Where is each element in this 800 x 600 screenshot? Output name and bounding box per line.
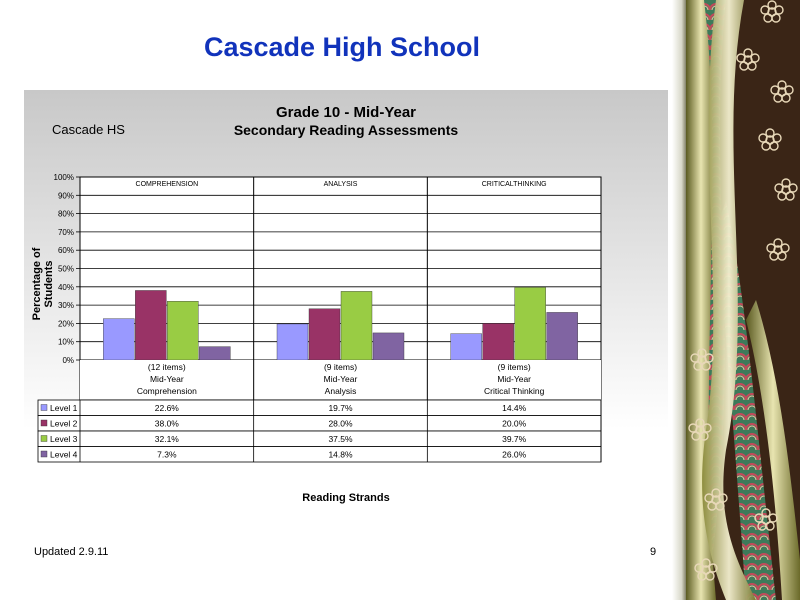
bar bbox=[276, 323, 309, 361]
data-label: 32.1% bbox=[155, 434, 180, 444]
y-tick-label: 30% bbox=[58, 301, 74, 310]
legend-label: Level 3 bbox=[50, 434, 78, 444]
bar bbox=[514, 287, 546, 361]
bar-chart: 0% 10% 20% 30% 40% 50% 60% 70% 80% 90% 100% COMPREH… bbox=[37, 173, 602, 463]
data-label: 14.4% bbox=[502, 403, 527, 413]
y-tick-label: 10% bbox=[58, 338, 74, 347]
group-header: CRITICALTHINKING bbox=[482, 181, 547, 188]
y-tick-label: 0% bbox=[62, 356, 74, 365]
data-label: 7.3% bbox=[157, 450, 177, 460]
decorative-panel bbox=[686, 0, 800, 600]
category-label: Mid-Year bbox=[150, 374, 184, 384]
y-tick-label: 70% bbox=[58, 228, 74, 237]
table-category-bg bbox=[80, 360, 601, 400]
y-tick-label: 50% bbox=[58, 265, 74, 274]
y-tick-label: 100% bbox=[54, 173, 74, 182]
data-label: 14.8% bbox=[328, 450, 353, 460]
category-label: Mid-Year bbox=[497, 374, 531, 384]
legend-swatch bbox=[40, 419, 48, 427]
bar bbox=[340, 291, 373, 361]
decorative-floral-art bbox=[686, 0, 800, 600]
y-tick-label: 60% bbox=[58, 246, 74, 255]
bar bbox=[308, 308, 341, 361]
updated-date: Updated 2.9.11 bbox=[34, 546, 109, 558]
y-tick-label: 20% bbox=[58, 319, 74, 328]
legend-swatch bbox=[40, 450, 48, 458]
bar bbox=[167, 301, 199, 361]
bar bbox=[103, 318, 135, 361]
bar bbox=[482, 323, 514, 361]
data-label: 19.7% bbox=[328, 403, 353, 413]
category-label: Comprehension bbox=[137, 386, 197, 396]
page-number: 9 bbox=[650, 546, 657, 558]
bar bbox=[450, 333, 482, 361]
group-header: ANALYSIS bbox=[324, 181, 358, 188]
data-label: 28.0% bbox=[328, 419, 353, 429]
category-label: Critical Thinking bbox=[484, 386, 545, 396]
slide-edge-shadow bbox=[672, 0, 688, 600]
y-tick-label: 80% bbox=[58, 210, 74, 219]
legend-swatch bbox=[40, 435, 48, 442]
data-label: 38.0% bbox=[155, 419, 180, 429]
slide-title: Cascade High School bbox=[203, 32, 481, 62]
chart-subtitle: Secondary Reading Assessments bbox=[233, 122, 459, 138]
data-label: 39.7% bbox=[502, 434, 527, 444]
bar bbox=[372, 332, 405, 361]
school-label: Cascade HS bbox=[52, 122, 125, 137]
data-label: 20.0% bbox=[502, 419, 527, 429]
legend-label: Level 2 bbox=[50, 419, 78, 429]
bar bbox=[199, 346, 231, 361]
data-label: 37.5% bbox=[328, 434, 353, 444]
legend-label: Level 1 bbox=[50, 403, 78, 413]
category-label: Analysis bbox=[325, 386, 357, 396]
category-label: (9 items) bbox=[498, 362, 531, 372]
chart-panel: Grade 10 - Mid-Year Secondary Reading As… bbox=[24, 90, 668, 514]
bar bbox=[546, 312, 578, 361]
y-tick-label: 90% bbox=[58, 191, 74, 200]
bar bbox=[135, 290, 167, 361]
legend-label: Level 4 bbox=[50, 450, 78, 460]
data-label: 26.0% bbox=[502, 450, 527, 460]
legend-swatch bbox=[40, 404, 48, 411]
data-label: 22.6% bbox=[155, 403, 180, 413]
category-label: Mid-Year bbox=[324, 374, 358, 384]
y-tick-label: 40% bbox=[58, 283, 74, 292]
group-header: COMPREHENSION bbox=[136, 181, 199, 188]
chart-title: Grade 10 - Mid-Year bbox=[275, 104, 417, 121]
category-label: (9 items) bbox=[324, 362, 357, 372]
x-axis-title: Reading Strands bbox=[302, 492, 390, 504]
category-label: (12 items) bbox=[148, 362, 186, 372]
